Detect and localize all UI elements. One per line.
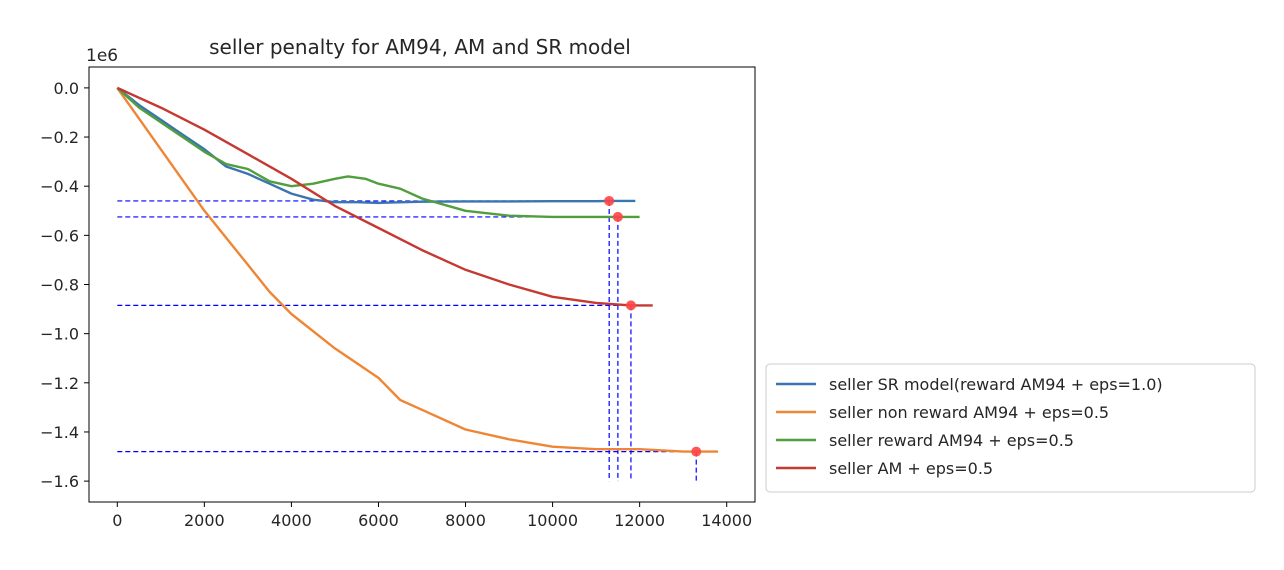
x-tick-label: 4000 <box>271 511 312 530</box>
plot-frame <box>88 66 756 503</box>
y-tick-label: −1.6 <box>40 472 79 491</box>
chart-title: seller penalty for AM94, AM and SR model <box>209 35 631 59</box>
x-tick-label: 0 <box>112 511 122 530</box>
legend-box <box>765 363 1256 493</box>
y-tick-label: −1.4 <box>40 423 79 442</box>
y-tick-label: −0.4 <box>40 177 79 196</box>
y-tick-label: −0.2 <box>40 128 79 147</box>
y-tick-label: −1.0 <box>40 325 79 344</box>
point-marker <box>604 195 615 206</box>
series-lines <box>116 86 718 453</box>
legend-label: seller AM + eps=0.5 <box>829 459 993 478</box>
legend: seller SR model(reward AM94 + eps=1.0) se… <box>765 363 1256 493</box>
y-axis-offset-text: 1e6 <box>86 46 118 66</box>
y-tick-label: −0.8 <box>40 276 79 295</box>
point-marker <box>612 211 623 222</box>
series-line-2 <box>116 87 718 453</box>
point-marker <box>691 446 702 457</box>
x-tick-label: 14000 <box>701 511 752 530</box>
legend-label: seller SR model(reward AM94 + eps=1.0) <box>829 375 1163 394</box>
series-line-4 <box>116 86 653 307</box>
legend-label: seller non reward AM94 + eps=0.5 <box>829 403 1109 422</box>
x-tick-label: 6000 <box>358 511 399 530</box>
series-line-3 <box>116 87 640 219</box>
x-tick-label: 8000 <box>445 511 486 530</box>
y-tick-label: −1.2 <box>40 374 79 393</box>
y-tick-label: 0.0 <box>54 79 79 98</box>
x-tick-label: 12000 <box>614 511 665 530</box>
x-tick-label: 2000 <box>184 511 225 530</box>
legend-label: seller reward AM94 + eps=0.5 <box>829 431 1074 450</box>
x-tick-label: 10000 <box>527 511 578 530</box>
point-marker <box>625 300 636 311</box>
series-line-1 <box>116 86 636 205</box>
point-markers <box>604 195 702 457</box>
axes: 0 2000 4000 6000 8000 10000 12000 14000 0.0 −0.2 −… <box>40 66 756 530</box>
y-tick-label: −0.6 <box>40 226 79 245</box>
